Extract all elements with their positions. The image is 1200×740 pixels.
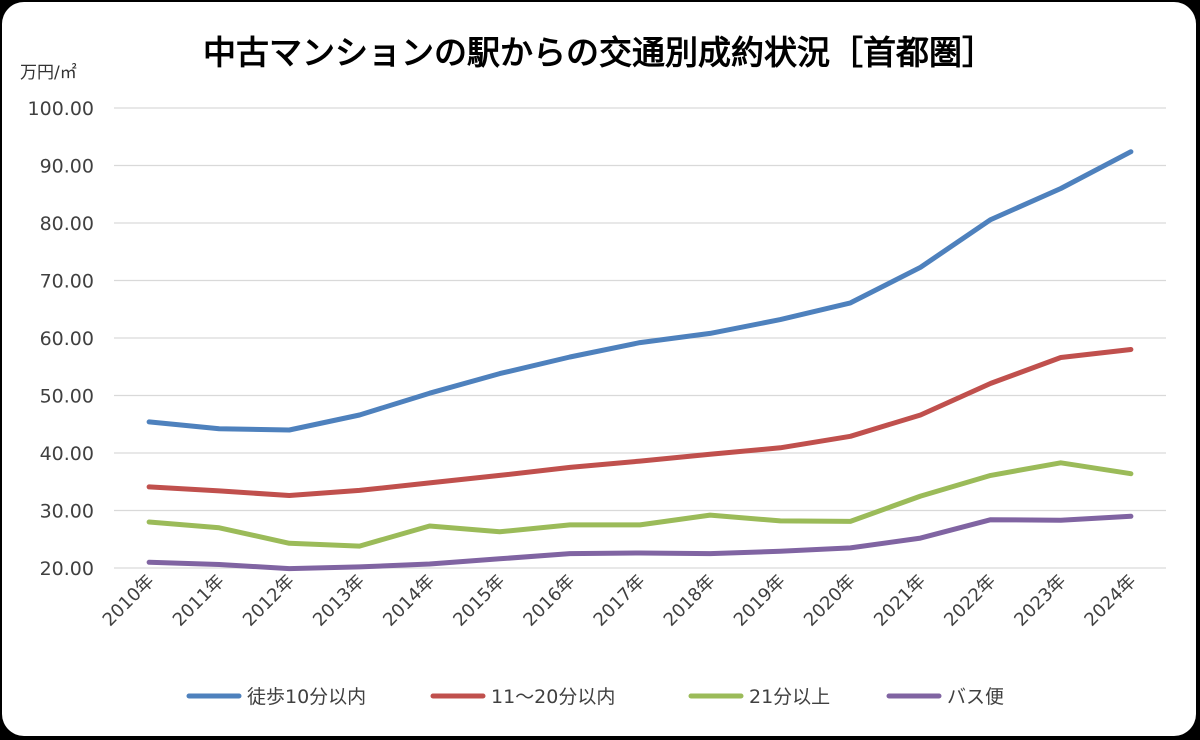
x-tick-label: 2018年 xyxy=(660,571,720,631)
x-tick-label: 2011年 xyxy=(169,571,229,631)
x-tick-label: 2019年 xyxy=(730,571,790,631)
series-lines xyxy=(146,149,1134,572)
series-line-1 xyxy=(146,149,1134,433)
x-tick-label: 2021年 xyxy=(870,571,930,631)
y-tick-label: 20.00 xyxy=(40,558,94,580)
y-tick-label: 90.00 xyxy=(40,156,94,178)
x-tick-label: 2022年 xyxy=(940,571,1000,631)
legend-label-2: 11～20分以内 xyxy=(491,686,615,708)
y-tick-label: 30.00 xyxy=(40,501,94,523)
y-tick-label: 60.00 xyxy=(40,328,94,350)
grid-lines xyxy=(114,107,1166,569)
series-line-3 xyxy=(146,460,1134,549)
legend-label-3: 21分以上 xyxy=(749,686,830,708)
y-tick-label: 70.00 xyxy=(40,271,94,293)
chart-title: 中古マンションの駅からの交通別成約状況［首都圏］ xyxy=(203,33,995,72)
y-tick-label: 100.00 xyxy=(28,98,94,120)
legend-label-1: 徒歩10分以内 xyxy=(247,686,366,708)
y-axis-unit-label: 万円/㎡ xyxy=(20,63,77,83)
x-axis-ticks: 2010年 2011年 2012年 2013年 2014年 2015年 2016年 2017年… xyxy=(99,571,1141,631)
x-tick-label: 2013年 xyxy=(309,571,369,631)
x-tick-label: 2023年 xyxy=(1010,571,1070,631)
legend: 徒歩10分以内 11～20分以内 21分以上 バス便 xyxy=(186,686,1004,708)
x-tick-label: 2012年 xyxy=(239,571,299,631)
x-tick-label: 2014年 xyxy=(379,571,439,631)
legend-label-4: バス便 xyxy=(947,686,1004,708)
y-axis-ticks: 20.00 30.00 40.00 50.00 60.00 70.00 80.00 90.00… xyxy=(28,98,94,580)
x-tick-label: 2020年 xyxy=(800,571,860,631)
x-tick-label: 2010年 xyxy=(99,571,159,631)
y-tick-label: 40.00 xyxy=(40,443,94,465)
x-tick-label: 2016年 xyxy=(519,571,579,631)
series-line-4 xyxy=(146,513,1134,572)
y-tick-label: 80.00 xyxy=(40,213,94,235)
x-tick-label: 2017年 xyxy=(590,571,650,631)
x-tick-label: 2024年 xyxy=(1080,571,1140,631)
x-tick-label: 2015年 xyxy=(449,571,509,631)
y-tick-label: 50.00 xyxy=(40,386,94,408)
series-line-2 xyxy=(146,347,1134,498)
